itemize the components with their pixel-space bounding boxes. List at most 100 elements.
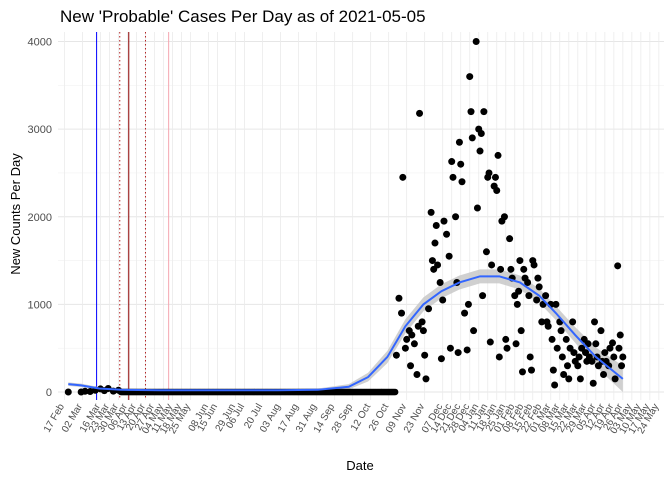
data-point (448, 158, 456, 166)
data-point (576, 375, 584, 383)
y-tick-label: 1000 (28, 299, 52, 311)
data-point (542, 292, 550, 300)
data-point (564, 362, 572, 370)
data-point (606, 344, 614, 352)
data-point (575, 353, 583, 361)
data-point (549, 366, 557, 374)
data-point (425, 305, 433, 313)
data-point (535, 283, 543, 291)
data-point (557, 327, 565, 335)
data-point (507, 265, 515, 273)
data-point (458, 178, 466, 186)
data-point (399, 173, 407, 181)
data-point (473, 204, 481, 212)
data-point (610, 353, 618, 361)
data-point (618, 362, 626, 370)
data-point (506, 235, 514, 243)
data-point (455, 138, 463, 146)
data-point (570, 349, 578, 357)
data-point (418, 318, 426, 326)
data-point (516, 257, 524, 265)
grid (58, 32, 664, 400)
data-point (533, 296, 541, 304)
data-point (488, 261, 496, 269)
data-point (601, 349, 609, 357)
data-point (457, 160, 465, 168)
data-point (401, 344, 409, 352)
data-point (421, 351, 429, 359)
data-point (392, 351, 400, 359)
y-tick-label: 0 (46, 387, 52, 399)
data-point (436, 278, 444, 286)
data-point (482, 248, 490, 256)
data-point (466, 73, 474, 81)
y-axis-title: New Counts Per Day (8, 153, 23, 275)
data-point (454, 349, 462, 357)
data-point (495, 353, 503, 361)
data-point (513, 300, 521, 308)
y-tick-label: 4000 (28, 37, 52, 49)
data-point (493, 186, 501, 194)
data-point (553, 344, 561, 352)
data-point (558, 353, 566, 361)
data-point (403, 335, 411, 343)
data-point (476, 147, 484, 155)
data-point (574, 362, 582, 370)
data-point (467, 108, 475, 116)
y-tick-label: 2000 (28, 212, 52, 224)
data-point (408, 331, 416, 339)
data-point (472, 38, 480, 46)
chart-title: New 'Probable' Cases Per Day as of 2021-… (60, 7, 426, 26)
smooth-line (68, 275, 624, 392)
data-point (486, 338, 494, 346)
data-point (468, 134, 476, 142)
data-point (416, 109, 424, 117)
data-point (552, 300, 560, 308)
data-point (527, 366, 535, 374)
data-point (464, 300, 472, 308)
data-point (611, 375, 619, 383)
data-point (432, 222, 440, 230)
data-point (398, 309, 406, 317)
data-point (452, 213, 460, 221)
data-point (589, 379, 597, 387)
data-point (562, 335, 570, 343)
data-point (443, 230, 451, 238)
data-point (525, 292, 533, 300)
data-point (419, 327, 427, 335)
smooth-line-group (68, 275, 624, 392)
data-point (605, 362, 613, 370)
data-point (477, 130, 485, 138)
data-point (524, 278, 532, 286)
data-point (560, 370, 568, 378)
data-point (463, 346, 471, 354)
data-point (494, 151, 502, 159)
data-point (538, 318, 546, 326)
data-point (491, 173, 499, 181)
data-point (395, 294, 403, 302)
data-point (551, 381, 559, 389)
data-point (588, 357, 596, 365)
baseline-point (391, 388, 399, 396)
data-point (614, 262, 622, 270)
data-point (619, 353, 627, 361)
data-point (569, 318, 577, 326)
data-point (609, 339, 617, 347)
data-point (485, 169, 493, 177)
data-point (410, 340, 418, 348)
data-point (544, 322, 552, 330)
data-point (461, 309, 469, 317)
data-point (497, 265, 505, 273)
data-point (437, 355, 445, 363)
data-point (427, 208, 435, 216)
data-point (526, 353, 534, 361)
data-point (479, 292, 487, 300)
data-point (470, 327, 478, 335)
data-point (512, 340, 520, 348)
data-point (503, 344, 511, 352)
y-tick-labels: 0 1000 2000 3000 4000 (28, 37, 52, 399)
data-point (518, 368, 526, 376)
data-point (428, 257, 436, 265)
